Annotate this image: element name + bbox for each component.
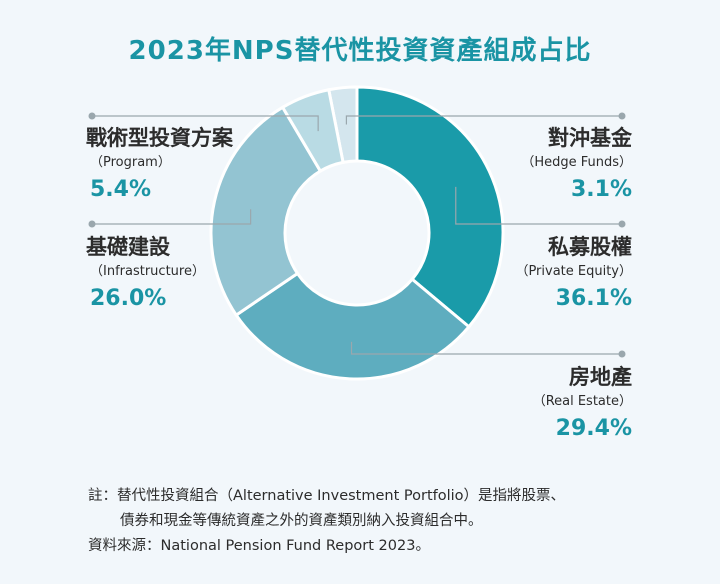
label-realestate-pct: 29.4% bbox=[555, 416, 632, 441]
source-line: 資料來源：National Pension Fund Report 2023。 bbox=[88, 538, 430, 554]
slice-real-estate bbox=[234, 271, 472, 381]
label-hedge-name: 對沖基金 bbox=[548, 126, 632, 150]
label-realestate-name: 房地產 bbox=[569, 365, 632, 389]
slice-private-equity bbox=[355, 85, 505, 329]
label-private-en: （Private Equity） bbox=[515, 264, 632, 279]
label-hedge-funds: 對沖基金 （Hedge Funds） 3.1% bbox=[372, 124, 632, 206]
donut-slices bbox=[209, 85, 505, 381]
leader-line-private-equity bbox=[455, 186, 622, 225]
note-line-1: 註：替代性投資組合（Alternative Investment Portfol… bbox=[88, 488, 566, 504]
footnotes: 註：替代性投資組合（Alternative Investment Portfol… bbox=[88, 484, 688, 559]
label-private-name: 私募股權 bbox=[548, 235, 632, 259]
label-program: 戰術型投資方案 （Program） 5.4% bbox=[86, 124, 346, 206]
leader-lines bbox=[88, 112, 626, 358]
label-private-pct: 36.1% bbox=[555, 286, 632, 311]
label-real-estate: 房地產 （Real Estate） 29.4% bbox=[372, 363, 632, 445]
leader-dot-infrastructure bbox=[88, 220, 96, 228]
leader-line-program bbox=[92, 115, 319, 132]
label-program-name: 戰術型投資方案 bbox=[86, 126, 233, 150]
label-program-en: （Program） bbox=[90, 155, 171, 170]
label-infrastructure: 基礎建設 （Infrastructure） 26.0% bbox=[86, 233, 346, 315]
label-infra-pct: 26.0% bbox=[90, 286, 167, 311]
leader-dot-real-estate bbox=[618, 350, 626, 358]
leader-dot-private-equity bbox=[618, 220, 626, 228]
label-hedge-en: （Hedge Funds） bbox=[521, 155, 632, 170]
leader-line-hedge-funds bbox=[345, 115, 622, 125]
chart-title: 2023年NPS替代性投資資產組成占比 bbox=[128, 36, 592, 66]
label-infra-name: 基礎建設 bbox=[86, 235, 170, 259]
label-hedge-pct: 3.1% bbox=[570, 177, 632, 202]
label-realestate-en: （Real Estate） bbox=[532, 394, 632, 409]
leader-line-real-estate bbox=[350, 341, 622, 355]
label-infra-en: （Infrastructure） bbox=[90, 264, 205, 279]
label-program-pct: 5.4% bbox=[90, 177, 152, 202]
label-private-equity: 私募股權 （Private Equity） 36.1% bbox=[372, 233, 632, 315]
leader-line-infrastructure bbox=[92, 209, 252, 225]
note-line-2: 債券和現金等傳統資產之外的資產類別納入投資組合中。 bbox=[120, 513, 483, 529]
slice-program bbox=[280, 87, 345, 174]
leader-dot-hedge-funds bbox=[618, 112, 626, 120]
leader-dot-program bbox=[88, 112, 96, 120]
